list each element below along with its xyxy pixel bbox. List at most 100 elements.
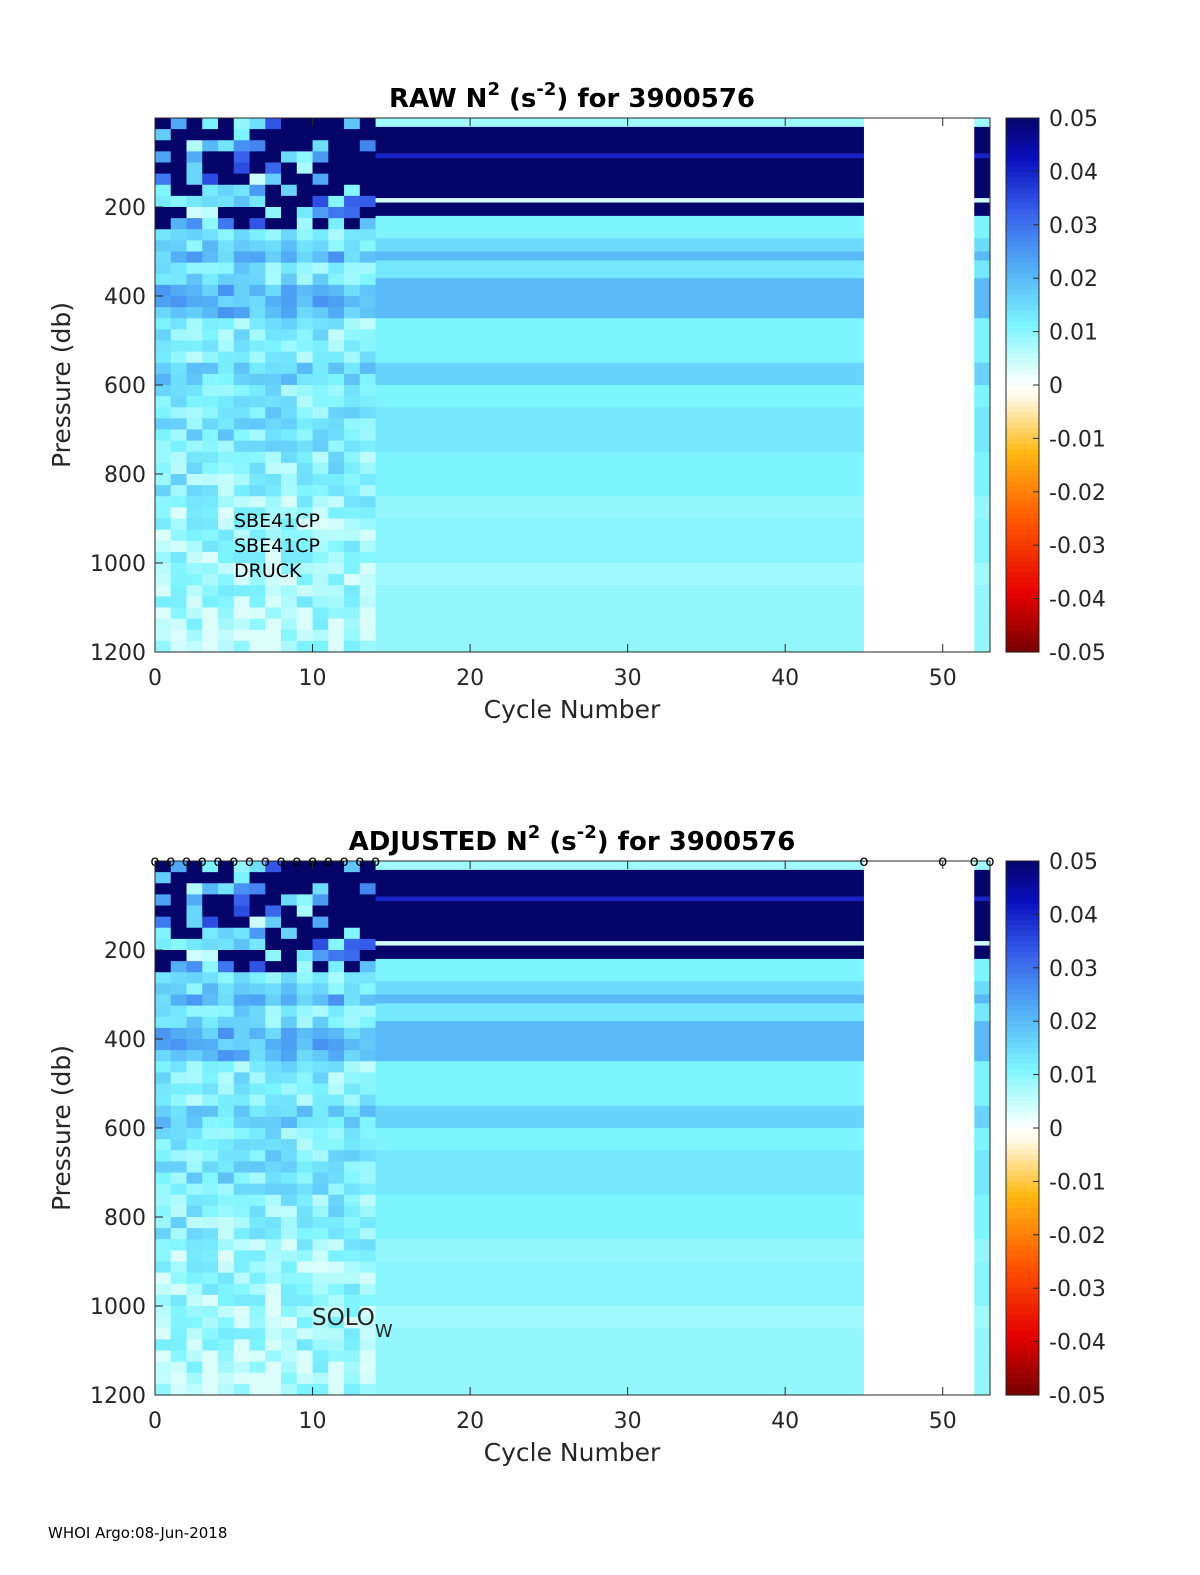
heatmap-cell xyxy=(328,407,345,419)
heatmap-cell xyxy=(359,1005,377,1018)
colorbar-segment xyxy=(1006,577,1039,584)
heatmap-cell xyxy=(233,318,251,330)
heatmap-cell xyxy=(265,1072,282,1084)
heatmap-cell xyxy=(186,607,203,620)
heatmap-cell xyxy=(344,307,361,319)
heatmap-cell xyxy=(186,329,203,341)
heatmap-cell xyxy=(186,629,203,642)
heatmap-cell xyxy=(344,1116,361,1129)
heatmap-cell xyxy=(155,927,172,940)
heatmap-cell xyxy=(281,1050,298,1062)
heatmap-cell xyxy=(312,1272,329,1285)
qc-marker: o xyxy=(985,852,994,870)
heatmap-cell xyxy=(249,507,266,519)
heatmap-cell xyxy=(375,362,864,386)
heatmap-cell xyxy=(312,462,329,475)
heatmap-cell xyxy=(170,1294,188,1307)
heatmap-cell xyxy=(375,496,864,519)
heatmap-cell xyxy=(233,351,251,364)
heatmap-cell xyxy=(155,396,172,408)
heatmap-cell xyxy=(218,916,235,929)
heatmap-cell xyxy=(281,262,298,275)
heatmap-cell xyxy=(312,894,329,906)
colorbar-segment xyxy=(1006,486,1039,493)
colorbar-segment xyxy=(1006,1256,1039,1263)
colorbar-tick-label: -0.05 xyxy=(1049,1384,1106,1409)
heatmap-cell xyxy=(186,1061,203,1073)
heatmap-cell xyxy=(281,1072,298,1084)
colorbar-segment xyxy=(1006,139,1039,146)
heatmap-cell xyxy=(265,451,282,464)
heatmap-cell xyxy=(202,496,219,508)
heatmap-cell xyxy=(344,983,361,995)
heatmap-cell xyxy=(375,1150,864,1196)
heatmap-cell xyxy=(170,373,188,386)
heatmap-cell xyxy=(218,329,235,341)
heatmap-cell xyxy=(233,972,251,984)
heatmap-cell xyxy=(155,474,172,486)
heatmap-cell xyxy=(296,1339,314,1351)
heatmap-cell xyxy=(296,162,314,175)
heatmap-cell xyxy=(375,260,864,279)
heatmap-cell xyxy=(312,1306,329,1318)
heatmap-cell xyxy=(328,229,345,241)
heatmap-cell xyxy=(186,307,203,319)
heatmap-cell xyxy=(170,1027,188,1040)
heatmap-cell xyxy=(281,307,298,319)
heatmap-cell xyxy=(202,1128,219,1140)
heatmap-cell xyxy=(359,207,377,219)
heatmap-cell xyxy=(359,1094,377,1107)
colorbar-segment xyxy=(1006,887,1039,894)
colorbar-segment xyxy=(1006,304,1039,311)
heatmap-cell xyxy=(155,1306,172,1318)
heatmap-cell xyxy=(344,574,361,586)
heatmap-cell xyxy=(155,905,172,918)
heatmap-cell xyxy=(328,518,345,531)
x-tick-label: 0 xyxy=(148,1409,162,1434)
heatmap-cell xyxy=(249,396,266,408)
heatmap-cell xyxy=(186,195,203,208)
heatmap-cell xyxy=(974,981,990,995)
heatmap-cell xyxy=(265,351,282,364)
heatmap-cell xyxy=(186,563,203,575)
heatmap-cell xyxy=(344,207,361,219)
colorbar-segment xyxy=(1006,951,1039,958)
heatmap-cell xyxy=(202,916,219,929)
heatmap-cell xyxy=(202,118,219,130)
heatmap-cell xyxy=(233,251,251,264)
heatmap-cell xyxy=(344,1383,361,1396)
heatmap-cell xyxy=(312,916,329,929)
colorbar-segment xyxy=(1006,930,1039,937)
heatmap-cell xyxy=(233,961,251,973)
heatmap-cell xyxy=(186,1228,203,1240)
heatmap-cell xyxy=(281,1328,298,1340)
heatmap-cell xyxy=(312,1039,329,1051)
heatmap-cell xyxy=(233,872,251,884)
qc-marker: o xyxy=(970,852,979,870)
colorbar-tick-label: -0.05 xyxy=(1049,641,1106,666)
heatmap-cell xyxy=(170,362,188,375)
colorbar-segment xyxy=(1006,491,1039,498)
heatmap-cell xyxy=(281,1205,298,1218)
heatmap-cell xyxy=(359,1183,377,1196)
heatmap-cell xyxy=(344,1161,361,1173)
heatmap-cell xyxy=(281,485,298,497)
heatmap-cell xyxy=(344,1027,361,1040)
heatmap-cell xyxy=(344,1239,361,1251)
heatmap-cell xyxy=(265,373,282,386)
heatmap-cell xyxy=(265,362,282,375)
heatmap-cell xyxy=(312,307,329,319)
heatmap-cell xyxy=(296,916,314,929)
heatmap-cell xyxy=(359,1250,377,1262)
heatmap-cell xyxy=(249,1294,266,1307)
heatmap-cell xyxy=(281,1361,298,1374)
heatmap-cell xyxy=(265,1261,282,1274)
heatmap-cell xyxy=(328,640,345,653)
heatmap-cell xyxy=(233,407,251,419)
heatmap-cell xyxy=(375,238,864,252)
heatmap-cell xyxy=(233,1039,251,1051)
heatmap-cell xyxy=(155,1050,172,1062)
heatmap-cell xyxy=(202,1339,219,1351)
heatmap-cell xyxy=(296,140,314,152)
